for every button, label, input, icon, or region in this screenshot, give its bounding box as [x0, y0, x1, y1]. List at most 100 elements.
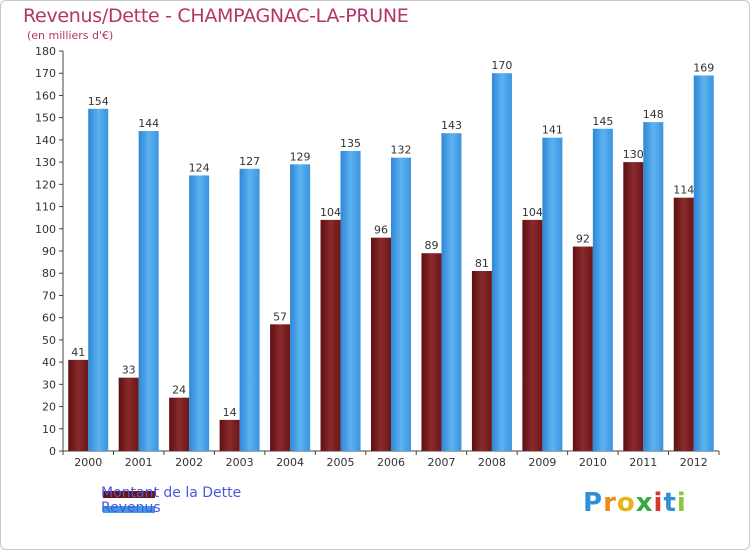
debt-bar [118, 377, 139, 451]
debt-value-label: 57 [273, 310, 287, 323]
revenue-value-label: 132 [391, 144, 412, 157]
y-tick-label: 20 [42, 401, 56, 414]
x-tick-label: 2007 [427, 456, 455, 469]
revenue-bar [441, 133, 462, 451]
y-tick-label: 0 [49, 445, 56, 458]
x-tick-label: 2008 [478, 456, 506, 469]
debt-value-label: 114 [673, 184, 694, 197]
debt-bar [169, 397, 190, 451]
revenue-bar [290, 164, 311, 452]
logo-letter: P [583, 488, 604, 518]
y-tick-label: 70 [42, 289, 56, 302]
y-tick-label: 50 [42, 334, 56, 347]
x-tick-label: 2003 [226, 456, 254, 469]
revenue-value-label: 127 [239, 155, 260, 168]
debt-bar [522, 219, 543, 451]
debt-value-label: 96 [374, 224, 388, 237]
revenue-value-label: 170 [491, 59, 512, 72]
x-tick-label: 2010 [579, 456, 607, 469]
debt-bar [421, 253, 442, 451]
y-tick-label: 160 [35, 89, 56, 102]
x-tick-label: 2006 [377, 456, 405, 469]
debt-value-label: 24 [172, 384, 186, 397]
revenue-bar [693, 75, 714, 451]
y-tick-label: 140 [35, 134, 56, 147]
y-tick-label: 80 [42, 267, 56, 280]
legend-label-debt: Montant de la Dette [101, 485, 242, 501]
x-tick-label: 2000 [74, 456, 102, 469]
revenue-value-label: 129 [290, 150, 311, 163]
logo-letter: x [635, 488, 654, 518]
legend-swatch-debt [103, 491, 155, 498]
logo-letter: i [653, 488, 664, 518]
debt-bar [471, 271, 492, 451]
x-tick-label: 2012 [680, 456, 708, 469]
legend-swatch-revenue [103, 506, 155, 513]
x-tick-label: 2005 [327, 456, 355, 469]
revenue-value-label: 169 [693, 61, 714, 74]
revenue-value-label: 143 [441, 119, 462, 132]
debt-bar [68, 359, 89, 451]
revenue-bar [542, 137, 563, 451]
chart-bars [68, 73, 714, 452]
revenue-value-label: 135 [340, 137, 361, 150]
logo-letter: o [616, 488, 636, 518]
revenue-bar [239, 168, 260, 451]
y-tick-label: 110 [35, 201, 56, 214]
revenue-bar [189, 175, 210, 451]
y-tick-label: 40 [42, 356, 56, 369]
debt-value-label: 92 [576, 233, 590, 246]
y-tick-label: 180 [35, 45, 56, 58]
debt-value-label: 104 [320, 206, 341, 219]
revenue-bar [491, 73, 512, 451]
debt-bar [270, 324, 291, 451]
proxiti-logo: Proxiti [583, 488, 687, 518]
y-tick-label: 30 [42, 378, 56, 391]
debt-bar [572, 246, 593, 451]
y-tick-label: 100 [35, 223, 56, 236]
debt-bar [673, 197, 694, 451]
debt-value-label: 33 [122, 364, 136, 377]
revenue-bar [643, 122, 664, 451]
debt-value-label: 130 [623, 148, 644, 161]
revenue-value-label: 144 [138, 117, 159, 130]
legend-label-revenue: Revenus [101, 500, 161, 516]
x-tick-label: 2004 [276, 456, 304, 469]
logo-letter: t [663, 488, 677, 518]
x-tick-label: 2001 [125, 456, 153, 469]
revenue-bar [391, 157, 411, 451]
debt-value-label: 81 [475, 257, 489, 270]
revenue-bar [340, 151, 361, 451]
debt-value-label: 89 [424, 239, 438, 252]
debt-bar [623, 162, 644, 451]
chart-subtitle: (en milliers d'€) [27, 29, 114, 42]
revenue-bar [138, 131, 159, 451]
revenue-value-label: 148 [643, 108, 664, 121]
y-tick-label: 130 [35, 156, 56, 169]
y-tick-label: 150 [35, 112, 56, 125]
y-tick-label: 120 [35, 178, 56, 191]
logo-letter: r [603, 488, 617, 518]
debt-value-label: 14 [223, 406, 237, 419]
x-tick-label: 2009 [528, 456, 556, 469]
y-tick-label: 60 [42, 312, 56, 325]
debt-bar [320, 219, 341, 451]
logo-letter: i [676, 488, 687, 518]
y-tick-label: 90 [42, 245, 56, 258]
revenue-value-label: 141 [542, 124, 563, 137]
revenue-value-label: 145 [592, 115, 613, 128]
revenue-value-label: 154 [88, 95, 109, 108]
debt-value-label: 41 [71, 346, 85, 359]
x-tick-label: 2011 [629, 456, 657, 469]
debt-bar [371, 237, 391, 451]
chart-title: Revenus/Dette - CHAMPAGNAC-LA-PRUNE [23, 5, 409, 27]
revenue-bar [592, 128, 613, 451]
revenue-bar [88, 108, 109, 452]
debt-value-label: 104 [522, 206, 543, 219]
x-tick-label: 2002 [175, 456, 203, 469]
y-tick-label: 10 [42, 423, 56, 436]
revenue-value-label: 124 [189, 161, 210, 174]
y-tick-label: 170 [35, 67, 56, 80]
